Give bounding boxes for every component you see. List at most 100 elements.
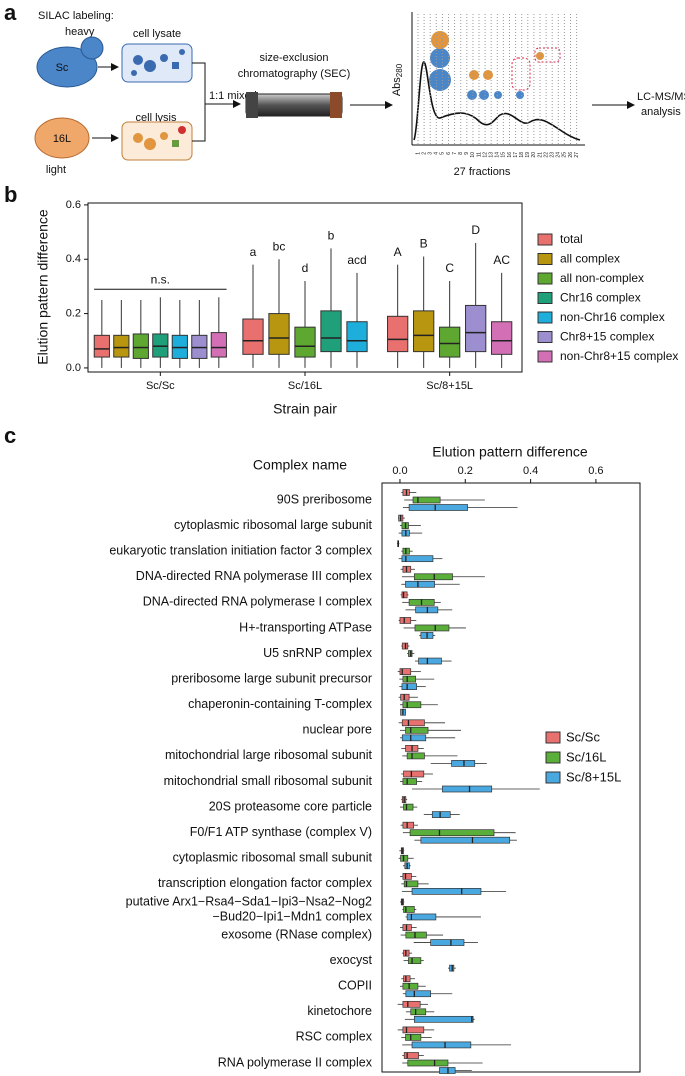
legend-label: non-Chr8+15 complex (560, 349, 678, 363)
plot-frame (381, 482, 641, 1073)
box (210, 332, 227, 358)
box (413, 573, 453, 581)
category-label: exocyst (330, 953, 373, 967)
box (402, 701, 422, 709)
category-label: kinetochore (307, 1004, 372, 1018)
box (113, 334, 130, 358)
legend-label: all complex (560, 252, 620, 266)
box (132, 333, 149, 359)
significance-label: AC (493, 253, 510, 267)
fraction-label: 25 (562, 152, 568, 158)
category-label: DNA-directed RNA polymerase I complex (143, 595, 373, 609)
y-tick-label: 0.6 (66, 199, 81, 211)
category-title: Complex name (253, 457, 347, 473)
box (418, 657, 442, 665)
box (401, 591, 408, 599)
box (402, 1000, 421, 1008)
legend-label: all non-complex (560, 271, 644, 285)
box (346, 321, 368, 353)
category-label: H+-transporting ATPase (239, 620, 372, 634)
box (413, 310, 435, 353)
fraction-label: 6 (446, 152, 452, 155)
legend-label: Sc/8+15L (566, 769, 621, 784)
merge-arrow (192, 62, 240, 142)
category-label: nuclear pore (303, 723, 373, 737)
significance-label: bc (273, 239, 286, 253)
fraction-label: 11 (476, 152, 482, 157)
x-axis-title: Elution pattern difference (432, 444, 588, 460)
label: light (46, 164, 66, 176)
fraction-label: 15 (501, 152, 507, 158)
box (406, 752, 425, 760)
legend-label: total (560, 232, 583, 246)
category-label: cytoplasmic ribosomal small subunit (173, 851, 373, 865)
box (405, 580, 435, 588)
proteins (133, 126, 186, 150)
box (399, 617, 412, 624)
fraction-label: 1 (415, 152, 421, 155)
fraction-label: 3 (428, 152, 434, 155)
legend-swatch (545, 751, 561, 764)
label: 27 fractions (454, 166, 511, 178)
fraction-label: 17 (513, 152, 519, 158)
label: cell lysate (133, 28, 181, 40)
legend-swatch (537, 233, 553, 246)
legend-label: Sc/16L (566, 749, 606, 764)
category-label: DNA-directed RNA polymerase III complex (136, 569, 373, 583)
label: cell lysis (136, 112, 177, 124)
label: heavy (65, 26, 95, 38)
cell (34, 117, 90, 159)
legend-swatch (537, 292, 553, 304)
cell-bud (80, 36, 104, 60)
fraction-label: 12 (482, 152, 488, 158)
category-label: U5 snRNP complex (263, 646, 373, 660)
box (401, 555, 434, 563)
fraction-label: 23 (550, 152, 556, 158)
x-tick-label: Sc/Sc (146, 380, 175, 392)
box (402, 1026, 425, 1034)
panel-letter: a (4, 0, 17, 25)
cell (36, 46, 98, 88)
significance-label: A (394, 245, 402, 259)
fraction-label: 22 (543, 152, 549, 158)
box (410, 1008, 427, 1016)
box (406, 913, 437, 921)
box (93, 334, 110, 358)
box (268, 313, 290, 355)
label-line: putative Arx1−Rsa4−Sda1−Ipi3−Nsa2−Nog2 (126, 895, 372, 909)
box (401, 683, 417, 690)
box (399, 668, 412, 675)
box (415, 606, 439, 614)
box (408, 957, 422, 964)
fraction-label: 4 (434, 152, 440, 155)
fraction-label: 9 (464, 152, 470, 155)
label: analysis (641, 106, 681, 118)
complexes (429, 48, 524, 100)
x-tick-label: Sc/16L (288, 380, 322, 392)
label: size-exclusion (259, 52, 328, 64)
box (430, 939, 465, 946)
box (442, 785, 493, 793)
category-label: putative Arx1−Rsa4−Sda1−Ipi3−Nsa2−Nog2 −B… (126, 895, 373, 924)
fraction-label: 8 (458, 152, 464, 155)
box (414, 624, 450, 632)
box (411, 1041, 472, 1049)
category-label: cytoplasmic ribosomal large subunit (174, 518, 373, 532)
fraction-label: 20 (531, 152, 537, 158)
box (320, 310, 342, 353)
legend-label: Chr8+15 complex (560, 330, 654, 344)
y-tick-label: 0.4 (66, 253, 81, 265)
box (413, 1015, 474, 1023)
box (409, 829, 495, 837)
significance-label: acd (347, 253, 366, 267)
y-tick-label: 0.2 (66, 307, 81, 319)
legend-swatch (545, 731, 561, 744)
label: LC-MS/MS (637, 91, 685, 103)
panel-a: a SILAC labeling: heavy Sc cell lysate c… (4, 0, 685, 178)
fraction-label: 16 (507, 152, 513, 158)
legend-label: non-Chr16 complex (560, 310, 665, 324)
category-label: mitochondrial small ribosomal subunit (164, 774, 373, 788)
label: 16L (53, 133, 71, 145)
fraction-label: 19 (525, 152, 531, 158)
